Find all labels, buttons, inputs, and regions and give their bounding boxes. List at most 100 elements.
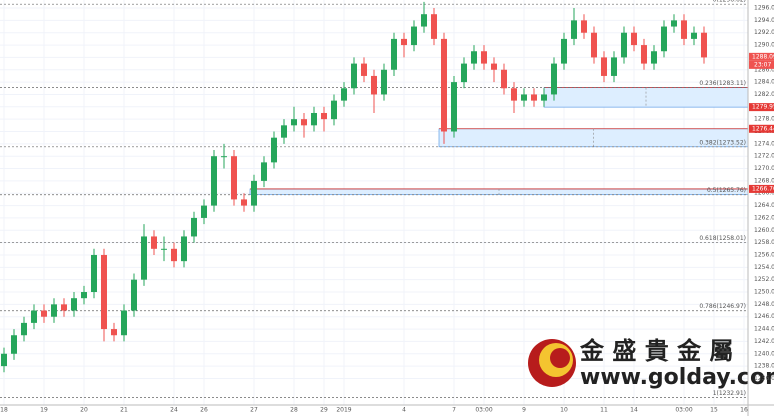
candle-body xyxy=(581,20,587,33)
timer: 23:07 xyxy=(754,61,771,68)
candle-body xyxy=(421,14,427,27)
candle-body xyxy=(321,112,327,120)
y-tick-label: 1272.00 xyxy=(754,153,774,160)
candle-body xyxy=(391,38,397,70)
candle-body xyxy=(201,205,207,218)
y-tick-label: 1244.00 xyxy=(754,326,774,333)
candle-body xyxy=(261,162,267,181)
candle-body xyxy=(51,304,57,317)
candle-body xyxy=(681,20,687,39)
candle-body xyxy=(1,353,7,367)
price-tag-label: 1279.95 xyxy=(752,104,774,111)
watermark-name: 金 盛 貴 金 屬 xyxy=(579,337,733,365)
candle-body xyxy=(271,137,277,163)
candle-body xyxy=(631,32,637,46)
y-tick-label: 1258.00 xyxy=(754,239,774,246)
candle-body xyxy=(141,236,147,280)
candle-body xyxy=(131,279,137,311)
x-tick-label: 15 xyxy=(710,407,718,414)
candle-body xyxy=(121,310,127,336)
timer-tag xyxy=(749,60,774,69)
candle-body xyxy=(471,51,477,64)
candle-body xyxy=(551,63,557,95)
candle-body xyxy=(461,63,467,83)
y-tick-label: 1238.00 xyxy=(754,363,774,370)
candle-body xyxy=(501,69,507,89)
watermark-url: www.golday.com xyxy=(580,365,774,390)
fib-label: 0.618(1258.01) xyxy=(699,235,746,242)
y-tick-label: 1240.00 xyxy=(754,350,774,357)
candle-body xyxy=(151,236,157,249)
y-tick-label: 1250.00 xyxy=(754,289,774,296)
y-tick-label: 1246.00 xyxy=(754,313,774,320)
x-tick-label: 20 xyxy=(80,407,88,414)
y-tick-label: 1262.00 xyxy=(754,214,774,221)
candle-body xyxy=(561,38,567,64)
fib-label: 0.786(1246.97) xyxy=(699,303,746,310)
candle-body xyxy=(171,248,177,262)
x-tick-label: 4 xyxy=(402,407,406,414)
candle-body xyxy=(91,254,97,293)
y-tick-label: 1254.00 xyxy=(754,264,774,271)
fib-label: 0.382(1273.52) xyxy=(699,139,746,146)
candle-body xyxy=(611,57,617,76)
candle-body xyxy=(71,298,77,311)
candle-body xyxy=(371,75,377,95)
candle-body xyxy=(161,248,167,250)
candle-body xyxy=(441,38,447,132)
y-tick-label: 1248.00 xyxy=(754,301,774,308)
y-tick-label: 1282.00 xyxy=(754,91,774,98)
candle-body xyxy=(641,45,647,64)
candle-body xyxy=(481,51,487,64)
candle-body xyxy=(521,94,527,101)
candle-body xyxy=(531,94,537,101)
x-tick-label: 11 xyxy=(600,407,608,414)
x-tick-label: 19 xyxy=(40,407,48,414)
fib-label: 0(1296.62) xyxy=(713,0,746,4)
candle-body xyxy=(61,304,67,311)
candle-body xyxy=(211,156,217,206)
candle-body xyxy=(231,156,237,200)
y-tick-label: 1266.00 xyxy=(754,190,774,197)
y-tick-label: 1278.00 xyxy=(754,116,774,123)
y-tick-label: 1260.00 xyxy=(754,227,774,234)
candle-body xyxy=(511,88,517,101)
x-tick-label: 27 xyxy=(250,407,258,414)
candle-body xyxy=(41,310,47,317)
candle-body xyxy=(401,38,407,46)
y-tick-label: 1270.00 xyxy=(754,165,774,172)
y-tick-label: 1242.00 xyxy=(754,338,774,345)
y-tick-label: 1284.00 xyxy=(754,79,774,86)
x-tick-label: 03:00 xyxy=(475,407,492,414)
y-tick-label: 1256.00 xyxy=(754,251,774,258)
y-tick-label: 1252.00 xyxy=(754,276,774,283)
candle-body xyxy=(651,51,657,64)
candle-body xyxy=(11,335,17,354)
candle-body xyxy=(361,63,367,76)
candle-body xyxy=(191,217,197,237)
candle-body xyxy=(251,180,257,206)
y-tick-label: 1264.00 xyxy=(754,202,774,209)
y-tick-label: 1296.00 xyxy=(754,5,774,12)
x-tick-label: 16 xyxy=(740,407,748,414)
candle-body xyxy=(671,20,677,27)
watermark: 金 盛 貴 金 屬 www.golday.com xyxy=(528,337,774,390)
candle-body xyxy=(381,69,387,95)
candle-body xyxy=(691,32,697,39)
price-tag xyxy=(749,124,774,133)
y-tick-label: 1292.00 xyxy=(754,29,774,36)
x-tick-label: 21 xyxy=(120,407,128,414)
price-tag-label: 1266.70 xyxy=(752,185,774,192)
candle-body xyxy=(431,14,437,39)
x-tick-label: 24 xyxy=(170,407,178,414)
candle-body xyxy=(621,32,627,58)
fib-label: 0.236(1283.11) xyxy=(699,80,746,87)
x-tick-label: 10 xyxy=(560,407,568,414)
x-tick-label: 29 xyxy=(320,407,328,414)
x-tick-label: 14 xyxy=(630,407,638,414)
candle-body xyxy=(661,26,667,52)
candle-body xyxy=(341,88,347,101)
candle-body xyxy=(541,94,547,101)
candle-body xyxy=(331,100,337,120)
x-tick-label: 9 xyxy=(522,407,526,414)
